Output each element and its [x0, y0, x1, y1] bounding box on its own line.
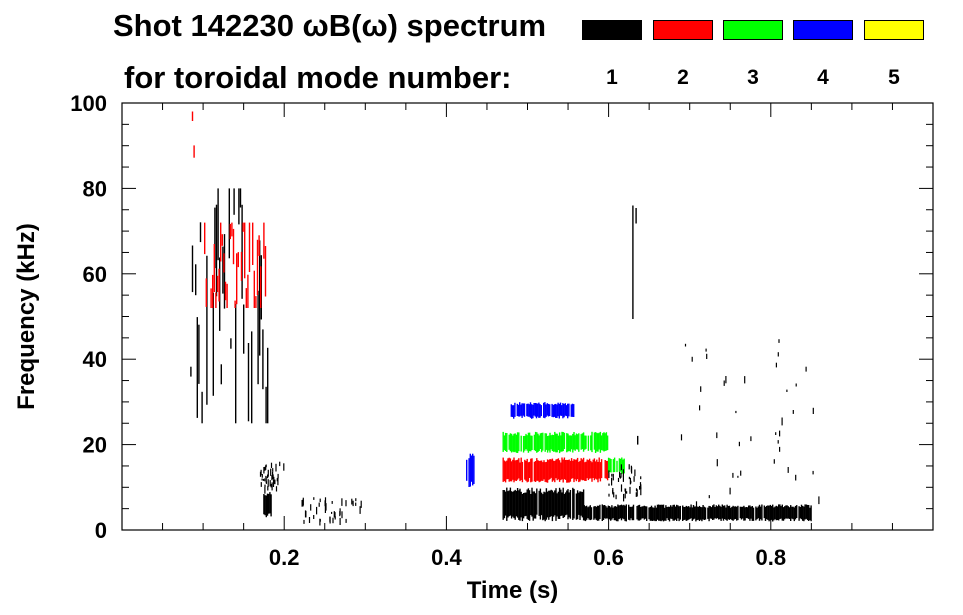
- x-tick-label: 0.8: [756, 545, 787, 570]
- legend-label-2: 2: [677, 66, 689, 89]
- chart-title-line2: for toroidal mode number:: [124, 60, 512, 95]
- legend-label-5: 5: [888, 66, 900, 89]
- y-tick-label: 40: [83, 347, 107, 372]
- feature-mode1-4: [632, 205, 639, 445]
- x-tick-label: 0.6: [593, 545, 624, 570]
- feature-mode1-1: [263, 492, 272, 518]
- y-axis-label: Frequency (kHz): [13, 223, 40, 410]
- y-tick-label: 20: [83, 433, 107, 458]
- legend-label-3: 3: [747, 66, 759, 89]
- legend-swatch-5: [864, 20, 924, 40]
- legend-swatch-4: [793, 20, 853, 40]
- feature-mode4-11: [510, 402, 575, 419]
- feature-mode4-10: [466, 453, 475, 487]
- y-tick-label: 0: [95, 518, 107, 543]
- x-tick-label: 0.2: [269, 545, 300, 570]
- legend-swatch-3: [723, 20, 783, 40]
- x-tick-label: 0.4: [431, 545, 462, 570]
- x-axis-label: Time (s): [467, 577, 559, 604]
- legend-label-4: 4: [817, 66, 829, 89]
- legend-swatch-1: [582, 20, 642, 40]
- y-tick-label: 80: [83, 176, 107, 201]
- feature-mode1-2: [502, 487, 585, 522]
- chart-title-line1: Shot 142230 ωB(ω) spectrum: [113, 8, 547, 43]
- feature-mode2-7: [502, 457, 609, 483]
- feature-mode2-5: [191, 111, 195, 158]
- y-tick-label: 100: [70, 91, 107, 116]
- feature-mode2-6: [203, 222, 267, 308]
- legend-label-1: 1: [606, 66, 618, 89]
- y-tick-label: 60: [83, 262, 107, 287]
- feature-mode1-3: [583, 504, 812, 522]
- feature-mode3-8: [502, 431, 609, 454]
- legend-swatch-2: [653, 20, 713, 40]
- feature-mode1-0: [190, 188, 269, 424]
- scattered-activity: [259, 339, 820, 526]
